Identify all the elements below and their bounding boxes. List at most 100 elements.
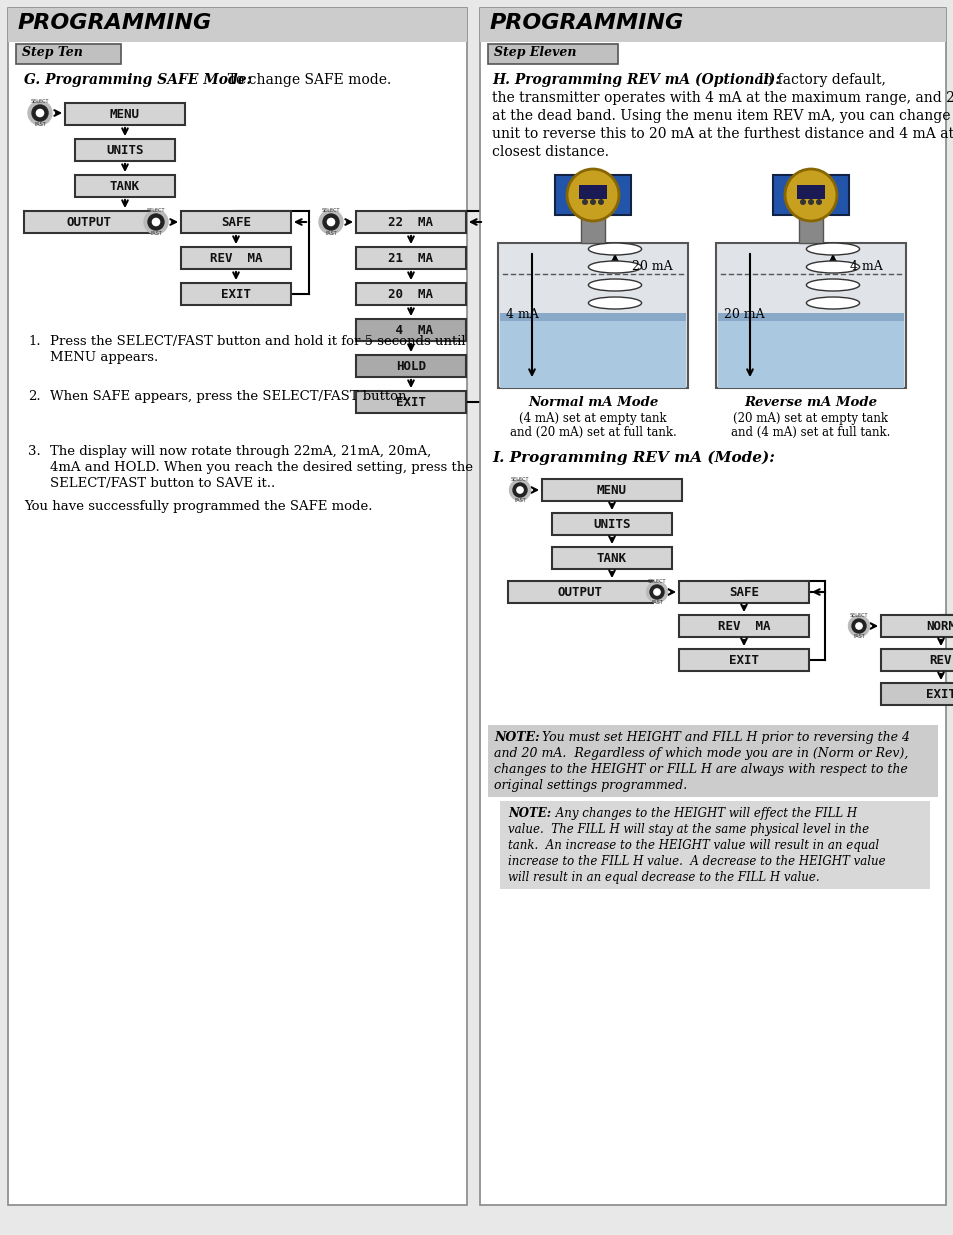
Text: SELECT: SELECT xyxy=(849,614,867,619)
Text: FAST: FAST xyxy=(325,231,336,236)
Circle shape xyxy=(509,479,530,500)
Text: MENU: MENU xyxy=(597,483,626,496)
Bar xyxy=(8,7,467,42)
Text: 22  MA: 22 MA xyxy=(388,215,433,228)
Text: SELECT/FAST button to SAVE it..: SELECT/FAST button to SAVE it.. xyxy=(50,477,275,490)
Circle shape xyxy=(327,219,335,226)
Text: SAFE: SAFE xyxy=(221,215,251,228)
Ellipse shape xyxy=(588,243,641,254)
Text: OUTPUT: OUTPUT xyxy=(558,585,602,599)
Text: 3.: 3. xyxy=(28,445,41,458)
Bar xyxy=(355,247,465,269)
Bar xyxy=(552,513,671,535)
Text: PROGRAMMING: PROGRAMMING xyxy=(18,14,212,33)
Bar xyxy=(799,212,822,243)
Circle shape xyxy=(851,619,865,634)
Bar xyxy=(541,479,681,501)
Text: FAST: FAST xyxy=(150,231,162,236)
Text: REV: REV xyxy=(929,653,951,667)
Text: Normal mA Mode: Normal mA Mode xyxy=(527,396,658,409)
Circle shape xyxy=(318,210,343,233)
Text: SELECT: SELECT xyxy=(147,207,165,212)
Text: SELECT: SELECT xyxy=(510,478,529,483)
Text: EXIT: EXIT xyxy=(221,288,251,300)
Text: value.  The FILL H will stay at the same physical level in the: value. The FILL H will stay at the same … xyxy=(507,823,868,836)
Text: NOTE:: NOTE: xyxy=(507,806,551,820)
Bar xyxy=(479,7,945,42)
Bar xyxy=(507,580,652,603)
Text: 4 mA: 4 mA xyxy=(849,259,882,273)
Bar xyxy=(75,175,174,198)
Bar xyxy=(499,802,929,889)
Text: H. Programming REV mA (Optional):: H. Programming REV mA (Optional): xyxy=(492,73,780,88)
Text: I. Programming REV mA (Mode):: I. Programming REV mA (Mode): xyxy=(492,451,774,466)
Text: UNITS: UNITS xyxy=(593,517,630,531)
Text: increase to the FILL H value.  A decrease to the HEIGHT value: increase to the FILL H value. A decrease… xyxy=(507,855,884,868)
Text: G. Programming SAFE Mode:: G. Programming SAFE Mode: xyxy=(24,73,252,86)
Text: tank.  An increase to the HEIGHT value will result in an equal: tank. An increase to the HEIGHT value wi… xyxy=(507,839,879,852)
Bar xyxy=(499,312,685,321)
Text: FAST: FAST xyxy=(651,600,662,605)
Ellipse shape xyxy=(588,261,641,273)
Bar xyxy=(181,283,291,305)
Text: FAST: FAST xyxy=(852,634,864,638)
Text: 20 mA: 20 mA xyxy=(631,259,672,273)
Circle shape xyxy=(566,169,618,221)
Circle shape xyxy=(807,199,813,205)
Ellipse shape xyxy=(588,296,641,309)
Text: PROGRAMMING: PROGRAMMING xyxy=(490,14,683,33)
Bar xyxy=(75,140,174,161)
Circle shape xyxy=(32,105,48,121)
Circle shape xyxy=(653,589,659,595)
Circle shape xyxy=(152,219,159,226)
Bar xyxy=(355,211,465,233)
Bar xyxy=(796,185,824,199)
Bar xyxy=(65,103,185,125)
Text: Press the SELECT/FAST button and hold it for 5 seconds until: Press the SELECT/FAST button and hold it… xyxy=(50,335,465,348)
Text: MENU: MENU xyxy=(110,107,140,121)
Text: closest distance.: closest distance. xyxy=(492,144,608,159)
Bar xyxy=(716,243,905,388)
Text: and (4 mA) set at full tank.: and (4 mA) set at full tank. xyxy=(731,426,890,438)
Text: at the dead band. Using the menu item REV mA, you can change the: at the dead band. Using the menu item RE… xyxy=(492,109,953,124)
Text: unit to reverse this to 20 mA at the furthest distance and 4 mA at the: unit to reverse this to 20 mA at the fur… xyxy=(492,127,953,141)
Text: 21  MA: 21 MA xyxy=(388,252,433,264)
Text: changes to the HEIGHT or FILL H are always with respect to the: changes to the HEIGHT or FILL H are alwa… xyxy=(494,763,907,776)
Text: UNITS: UNITS xyxy=(106,143,144,157)
Text: The display will now rotate through 22mA, 21mA, 20mA,: The display will now rotate through 22mA… xyxy=(50,445,431,458)
Bar xyxy=(552,547,671,569)
Text: 20  MA: 20 MA xyxy=(388,288,433,300)
Circle shape xyxy=(144,210,168,233)
Circle shape xyxy=(649,585,663,599)
Circle shape xyxy=(36,110,44,116)
Ellipse shape xyxy=(805,279,859,291)
Text: To change SAFE mode.: To change SAFE mode. xyxy=(219,73,391,86)
Circle shape xyxy=(847,615,868,636)
Bar xyxy=(355,283,465,305)
Text: REV  MA: REV MA xyxy=(717,620,769,632)
Bar xyxy=(355,319,465,341)
Bar xyxy=(355,354,465,377)
Bar xyxy=(679,615,808,637)
Bar xyxy=(488,725,937,797)
Bar xyxy=(772,175,848,215)
Text: the transmitter operates with 4 mA at the maximum range, and 20 mA: the transmitter operates with 4 mA at th… xyxy=(492,91,953,105)
Bar xyxy=(497,243,687,388)
Text: SELECT: SELECT xyxy=(647,579,665,584)
Bar xyxy=(16,44,121,64)
Circle shape xyxy=(815,199,821,205)
Text: 1.: 1. xyxy=(28,335,41,348)
Circle shape xyxy=(148,214,164,230)
Circle shape xyxy=(800,199,805,205)
Bar xyxy=(8,7,467,1205)
Text: original settings programmed.: original settings programmed. xyxy=(494,779,686,792)
Text: FAST: FAST xyxy=(34,122,46,127)
Text: TANK: TANK xyxy=(597,552,626,564)
Bar xyxy=(555,175,630,215)
Bar xyxy=(578,185,606,199)
Bar xyxy=(580,212,604,243)
Text: Step Ten: Step Ten xyxy=(22,46,83,59)
Text: You must set HEIGHT and FILL H prior to reversing the 4: You must set HEIGHT and FILL H prior to … xyxy=(537,731,909,743)
Text: SELECT: SELECT xyxy=(321,207,340,212)
Text: Any changes to the HEIGHT will effect the FILL H: Any changes to the HEIGHT will effect th… xyxy=(552,806,856,820)
